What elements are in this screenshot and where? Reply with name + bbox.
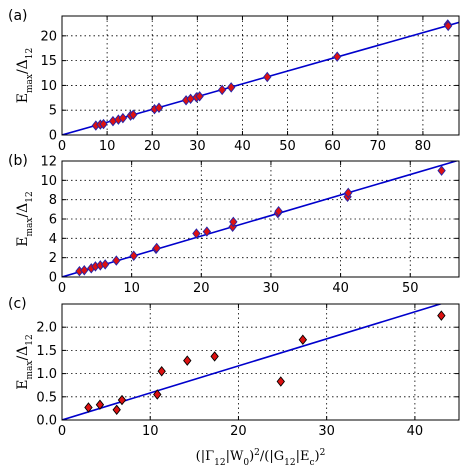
data-point [226, 82, 236, 93]
data-point [154, 102, 164, 113]
y-tick-label: 0 [49, 271, 57, 286]
y-tick-label: 8 [49, 193, 57, 208]
x-tick-label: 60 [324, 139, 341, 154]
data-point [443, 20, 453, 32]
y-tick-label: 1.5 [36, 344, 57, 359]
x-tick-label: 20 [144, 139, 161, 154]
x-tick-label: 0 [58, 281, 66, 296]
x-axis-label: (|Γ12|W0)2/(|G12|Ec)2 [196, 448, 326, 468]
x-tick-label: 70 [370, 139, 387, 154]
data-point [129, 109, 138, 120]
data-point [112, 404, 121, 416]
x-tick-label: 50 [402, 281, 419, 296]
y-tick-label: 5 [49, 104, 57, 119]
x-tick-label: 10 [142, 424, 159, 439]
x-tick-label: 20 [230, 424, 247, 439]
data-point [195, 91, 204, 102]
x-tick-label: 30 [189, 139, 206, 154]
y-tick-label: 10 [40, 79, 57, 94]
y-tick-label: 4 [49, 232, 57, 247]
x-tick-label: 40 [332, 281, 349, 296]
data-point [129, 250, 138, 261]
data-point [192, 228, 201, 239]
y-axis-label: Emax/Δ12 [15, 48, 35, 104]
panel-label: (a) [8, 8, 28, 24]
data-point [152, 242, 161, 254]
plot-frame [61, 15, 460, 136]
y-tick-label: 1.0 [36, 367, 57, 382]
data-point [101, 259, 110, 270]
x-tick-label: 10 [123, 281, 140, 296]
x-tick-label: 0 [58, 424, 66, 439]
plot-frame [61, 303, 460, 421]
y-tick-label: 2 [49, 251, 57, 266]
x-tick-label: 30 [318, 424, 335, 439]
fit-line [62, 161, 459, 277]
y-tick-label: 15 [40, 54, 57, 69]
y-tick-label: 20 [40, 29, 57, 44]
data-point [112, 255, 121, 266]
y-tick-label: 0.0 [36, 414, 57, 429]
y-tick-label: 6 [49, 213, 57, 228]
data-point [118, 112, 128, 124]
x-tick-label: 20 [193, 281, 210, 296]
x-tick-label: 80 [415, 139, 432, 154]
data-point [157, 366, 166, 377]
data-point [274, 206, 283, 217]
data-point [153, 389, 162, 400]
x-tick-label: 30 [263, 281, 280, 296]
data-point [84, 402, 93, 413]
panel-1: 0 10 20 30 40 50 60 70 80 0 5 10 15 20 (a) Emax/Δ12 [8, 8, 460, 154]
data-point [276, 376, 285, 387]
x-tick-label: 10 [99, 139, 116, 154]
data-point [202, 226, 212, 237]
x-tick-label: 40 [234, 139, 251, 154]
y-tick-label: 10 [40, 174, 57, 189]
data-point [95, 399, 105, 410]
x-tick-label: 40 [407, 424, 424, 439]
data-point [99, 118, 108, 130]
data-point [80, 265, 89, 276]
data-point [298, 334, 308, 345]
data-point [210, 351, 219, 362]
fit-line [62, 304, 444, 420]
data-point [263, 71, 272, 83]
y-tick-label: 0 [49, 129, 57, 144]
panel-label: (c) [8, 296, 27, 312]
y-tick-label: 0.5 [36, 390, 57, 405]
y-axis-label: Emax/Δ12 [15, 191, 35, 247]
x-tick-label: 0 [58, 139, 66, 154]
y-axis-label: Emax/Δ12 [15, 334, 35, 390]
panel-3: 0 10 20 30 40 0.0 0.5 1.0 1.5 2.0 (c) Emax/Δ12 (|Γ12… [8, 296, 460, 468]
y-tick-label: 12 [40, 155, 57, 170]
data-point [117, 394, 127, 406]
data-point [437, 310, 446, 321]
x-tick-label: 50 [279, 139, 296, 154]
data-point [217, 84, 227, 96]
y-tick-label: 2.0 [36, 321, 57, 336]
data-point [229, 216, 238, 228]
plot-frame [61, 160, 460, 278]
data-point [183, 355, 192, 366]
data-point [437, 165, 446, 176]
data-point [344, 187, 353, 199]
data-point [333, 51, 342, 62]
panel-label: (b) [8, 153, 28, 169]
